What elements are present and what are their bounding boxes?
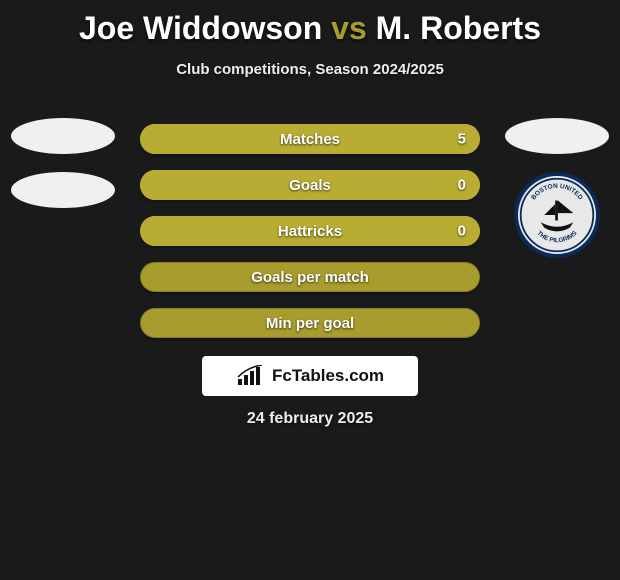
- player2-avatar-placeholder: [505, 118, 609, 154]
- player2-name: M. Roberts: [376, 10, 541, 46]
- bar-min-per-goal: Min per goal: [140, 308, 480, 338]
- stats-bars: Matches 5 Goals 0 Hattricks 0 Goals per …: [140, 124, 480, 354]
- player1-name: Joe Widdowson: [79, 10, 322, 46]
- bar-matches: Matches 5: [140, 124, 480, 154]
- player2-club-badge: BOSTON UNITED THE PILGRIMS: [514, 172, 600, 258]
- bar-hattricks: Hattricks 0: [140, 216, 480, 246]
- bar-goals-per-match: Goals per match: [140, 262, 480, 292]
- bar-goals: Goals 0: [140, 170, 480, 200]
- bar-value: 5: [458, 131, 466, 148]
- date-label: 24 february 2025: [0, 410, 620, 428]
- subtitle: Club competitions, Season 2024/2025: [0, 61, 620, 78]
- bar-label: Goals: [289, 177, 331, 194]
- bar-label: Hattricks: [278, 223, 342, 240]
- logo-text: FcTables.com: [272, 366, 384, 386]
- bar-label: Min per goal: [266, 315, 354, 332]
- player1-club-placeholder: [11, 172, 115, 208]
- fctables-logo: FcTables.com: [202, 356, 418, 396]
- left-player-column: [8, 118, 118, 226]
- right-player-column: BOSTON UNITED THE PILGRIMS: [502, 118, 612, 258]
- boston-united-badge-icon: BOSTON UNITED THE PILGRIMS: [518, 176, 596, 254]
- player1-avatar-placeholder: [11, 118, 115, 154]
- comparison-title: Joe Widdowson vs M. Roberts: [0, 0, 620, 47]
- bar-value: 0: [458, 177, 466, 194]
- bar-value: 0: [458, 223, 466, 240]
- vs-separator: vs: [331, 10, 367, 46]
- bar-label: Goals per match: [251, 269, 369, 286]
- bar-label: Matches: [280, 131, 340, 148]
- bars-chart-icon: [236, 365, 266, 387]
